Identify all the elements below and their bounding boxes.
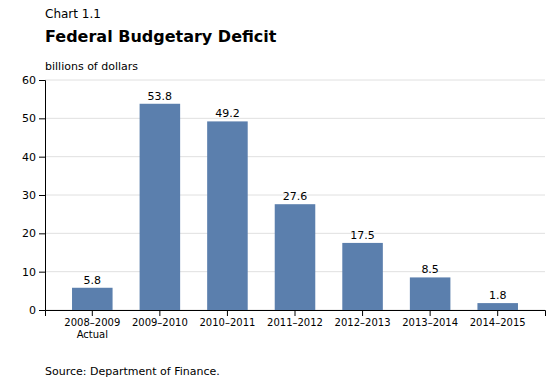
x-tick-label: 2012–2013 [335, 317, 391, 328]
y-tick-label: 0 [29, 304, 36, 317]
x-tick-label: 2013–2014 [402, 317, 458, 328]
y-tick-mark [39, 80, 45, 81]
x-tick: 2013–2014 [402, 310, 458, 328]
x-tick: 2008–2009Actual [64, 310, 120, 340]
x-tick: 2010–2011 [199, 310, 255, 328]
bar [207, 121, 248, 310]
bar [275, 204, 316, 310]
x-tick-mark [92, 310, 93, 316]
x-tick-label: 2010–2011 [199, 317, 255, 328]
x-tick-label-line: 2008–2009 [64, 317, 120, 328]
bar [477, 303, 518, 310]
y-tick: 60 [22, 74, 45, 87]
chart-container: Chart 1.1 Federal Budgetary Deficit billio… [0, 0, 560, 385]
x-tick-label: 2008–2009Actual [64, 317, 120, 340]
x-axis: 2008–2009Actual 2009–2010 2010–2011 2011–20… [46, 310, 546, 340]
y-tick: 50 [22, 112, 45, 125]
x-tick-label-line: 2009–2010 [132, 317, 188, 328]
data-labels: 5.8 53.8 49.2 27.6 17.5 8.5 1.8 [84, 90, 507, 302]
y-axis: 0 10 20 30 40 50 60 [22, 74, 46, 317]
x-tick: 2011–2012 [267, 310, 323, 328]
source-note: Source: Department of Finance. [45, 365, 220, 378]
title: Federal Budgetary Deficit [45, 27, 277, 46]
bar [342, 243, 383, 310]
x-tick-label-line: 2012–2013 [335, 317, 391, 328]
plot: 0 10 20 30 40 50 60 2008–2009Actual 2009–2010 201… [22, 74, 546, 340]
data-label: 1.8 [489, 289, 507, 302]
x-tick-label: 2014–2015 [470, 317, 526, 328]
y-axis-line [39, 81, 46, 311]
y-tick-mark [39, 157, 45, 158]
x-tick-mark [497, 310, 498, 316]
x-axis-line [46, 311, 546, 317]
x-tick-mark [295, 310, 296, 316]
x-tick-mark [159, 310, 160, 316]
y-tick: 30 [22, 189, 45, 202]
grid [45, 80, 545, 310]
y-tick-mark [39, 310, 45, 311]
y-tick-mark [39, 233, 45, 234]
x-tick-label: 2009–2010 [132, 317, 188, 328]
y-tick-label: 50 [22, 112, 36, 125]
bar [410, 277, 451, 310]
data-label: 5.8 [84, 274, 102, 287]
y-tick: 0 [29, 304, 45, 317]
x-tick: 2009–2010 [132, 310, 188, 328]
y-tick-label: 10 [22, 266, 36, 279]
x-tick-label-line: 2010–2011 [199, 317, 255, 328]
data-label: 49.2 [215, 107, 240, 120]
x-tick-mark [362, 310, 363, 316]
y-tick-mark [39, 118, 45, 119]
x-tick: 2014–2015 [470, 310, 526, 328]
data-label: 8.5 [421, 263, 439, 276]
grid-line [45, 80, 545, 81]
x-tick: 2012–2013 [335, 310, 391, 328]
y-tick: 40 [22, 151, 45, 164]
y-tick-mark [39, 195, 45, 196]
x-tick-mark [430, 310, 431, 316]
bar [140, 104, 181, 310]
chart-label: Chart 1.1 [45, 7, 101, 21]
y-tick-label: 20 [22, 227, 36, 240]
bars [72, 104, 518, 310]
y-axis-label: billions of dollars [45, 60, 138, 73]
grid-line [45, 118, 545, 119]
x-tick-label-line: Actual [77, 329, 108, 340]
bar [72, 288, 113, 310]
x-tick-mark [227, 310, 228, 316]
grid-line [45, 156, 545, 157]
y-tick-label: 60 [22, 74, 36, 87]
y-tick-label: 30 [22, 189, 36, 202]
x-tick-label: 2011–2012 [267, 317, 323, 328]
y-tick: 20 [22, 227, 45, 240]
y-tick-mark [39, 272, 45, 273]
x-tick-label-line: 2011–2012 [267, 317, 323, 328]
y-tick-label: 40 [22, 151, 36, 164]
y-tick: 10 [22, 266, 45, 279]
chart-svg: Chart 1.1 Federal Budgetary Deficit billio… [0, 0, 560, 385]
x-tick-label-line: 2014–2015 [470, 317, 526, 328]
data-label: 53.8 [148, 90, 173, 103]
data-label: 17.5 [350, 229, 375, 242]
x-tick-label-line: 2013–2014 [402, 317, 458, 328]
data-label: 27.6 [283, 190, 308, 203]
